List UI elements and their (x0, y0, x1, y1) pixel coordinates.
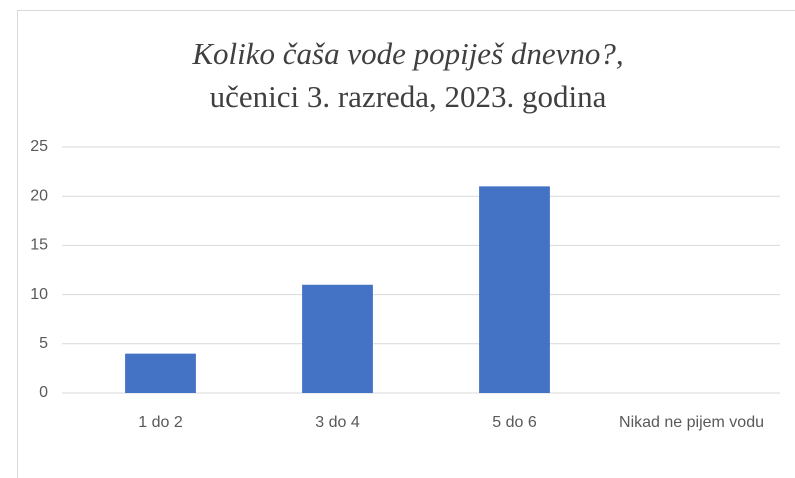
y-tick-label: 15 (30, 237, 48, 254)
y-tick-label: 25 (30, 138, 48, 155)
y-tick-label: 0 (39, 384, 48, 401)
bar (302, 284, 373, 393)
chart-subtitle: učenici 3. razreda, 2023. godina (210, 79, 607, 114)
bar (125, 353, 196, 393)
x-tick-label: 1 do 2 (138, 414, 183, 431)
bar (479, 186, 550, 393)
y-tick-label: 5 (39, 335, 48, 352)
chart-frame (17, 10, 795, 478)
y-tick-label: 10 (30, 286, 48, 303)
x-tick-label: 5 do 6 (492, 414, 537, 431)
chart-title: Koliko čaša vode popiješ dnevno?, (191, 36, 623, 71)
x-tick-label: Nikad ne pijem vodu (619, 414, 764, 431)
x-tick-label: 3 do 4 (315, 414, 360, 431)
y-tick-label: 20 (30, 187, 48, 204)
